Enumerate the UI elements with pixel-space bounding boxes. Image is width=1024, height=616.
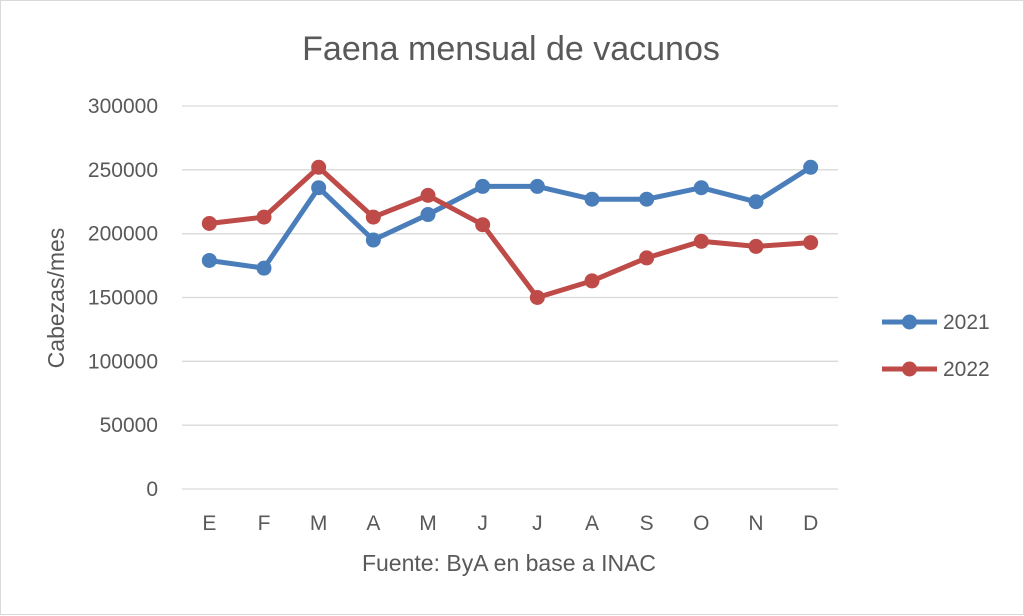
x-tick-label: N [748,512,763,535]
y-tick-label: 150000 [88,287,158,310]
legend-label: 2022 [943,358,990,381]
data-point [475,217,491,233]
data-point [803,235,819,251]
data-point [201,215,217,231]
data-point [529,290,545,305]
data-point [584,191,600,207]
data-point [311,159,327,175]
x-tick-label: M [310,512,328,535]
legend: 2021 2022 [882,311,990,381]
x-tick-label: A [366,512,380,535]
data-point [584,273,600,289]
series-2022 [201,159,819,305]
data-point [256,260,272,276]
x-tick-label: J [532,512,543,535]
legend-label: 2021 [943,311,990,334]
data-point [529,178,545,194]
y-tick-label: 300000 [88,95,158,118]
x-tick-label: A [585,512,599,535]
y-tick-label: 50000 [100,414,158,437]
data-point [639,250,655,266]
data-point [365,209,381,225]
x-tick-label: M [419,512,437,535]
data-point [420,187,436,203]
data-point [475,178,491,194]
legend-marker [902,314,917,330]
legend-item-2022: 2022 [882,358,990,381]
data-point [639,191,655,207]
y-tick-label: 100000 [88,350,158,373]
data-point [420,207,436,223]
x-tick-label: E [202,512,216,535]
data-point [256,209,272,225]
data-point [748,194,764,210]
data-point [311,180,327,196]
series-line-2022 [206,164,814,300]
data-point [693,233,709,249]
data-point [693,180,709,196]
chart-title: Faena mensual de vacunos [302,30,720,68]
y-tick-label: 0 [146,478,158,501]
x-tick-label: O [693,512,709,535]
series-2021 [201,159,819,276]
series-line-2021 [206,164,814,271]
x-tick-label: S [640,512,654,535]
x-tick-label: F [258,512,271,535]
y-axis-label: Cabezas/mes [43,228,69,369]
x-axis-label: Fuente: ByA en base a INAC [362,550,656,576]
series-group [201,159,819,305]
legend-item-2021: 2021 [882,311,990,334]
x-tick-label: J [477,512,488,535]
data-point [748,238,764,254]
x-tick-label: D [803,512,818,535]
y-tick-label: 250000 [88,159,158,182]
data-point [365,232,381,248]
data-point [803,159,819,175]
gridlines [182,105,838,490]
legend-marker [902,361,917,377]
y-tick-labels: 0 50000 100000 150000 200000 250000 300000 [88,95,158,501]
y-tick-label: 200000 [88,223,158,246]
data-point [201,252,217,268]
